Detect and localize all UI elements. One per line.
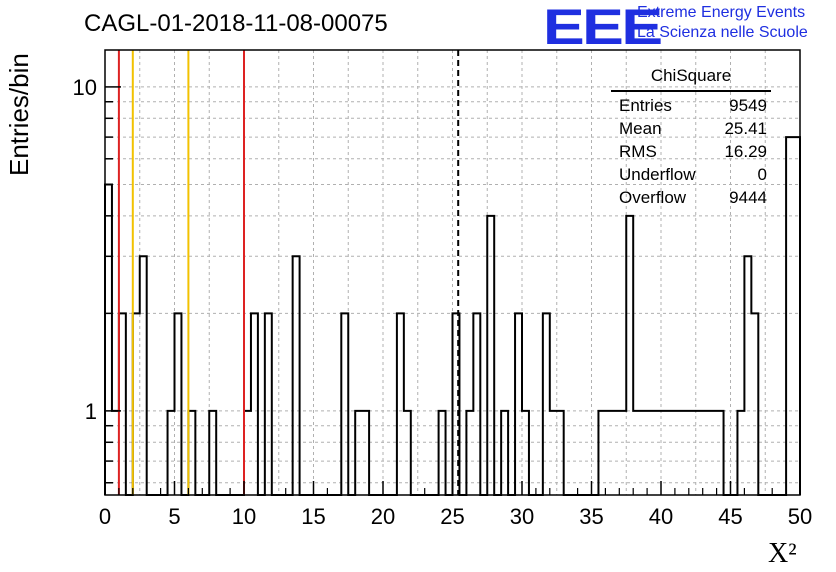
stats-value: 9549 [729,96,767,115]
stats-row-overflow: Overflow 9444 [611,186,771,209]
logo-text-line2: La Scienza nelle Scuole [637,24,808,41]
x-tick-label: 20 [371,504,395,529]
stats-label: Underflow [619,165,696,184]
y-tick-label: 1 [85,399,97,424]
x-tick-label: 0 [99,504,111,529]
stats-value: 0 [757,165,767,184]
x-tick-label: 25 [440,504,464,529]
stats-label: Mean [619,119,662,138]
x-tick-label: 10 [232,504,256,529]
axis-ticks: 0 5 10 15 20 25 30 35 40 45 50 1 10 [73,75,813,529]
grid-lines [105,50,800,495]
y-tick-label: 10 [73,75,97,100]
stats-value: 25.41 [724,119,767,138]
stats-value: 16.29 [724,142,767,161]
logo-text-line1: Extreme Energy Events [637,4,806,21]
stats-title: ChiSquare [611,66,771,92]
eee-logo: EEE [543,0,663,55]
x-tick-label: 45 [718,504,742,529]
stats-row-rms: RMS 16.29 [611,140,771,163]
x-tick-label: 35 [579,504,603,529]
x-tick-label: 15 [301,504,325,529]
x-tick-label: 5 [168,504,180,529]
reference-lines [117,50,460,495]
stats-label: Overflow [619,188,687,207]
chart-title: CAGL-01-2018-11-08-00075 [84,10,388,37]
x-tick-label: 40 [649,504,673,529]
stats-row-underflow: Underflow 0 [611,163,771,186]
x-axis-label: X² [768,538,797,569]
stats-row-entries: Entries 9549 [611,94,771,117]
stats-label: Entries [619,96,672,115]
stats-row-mean: Mean 25.41 [611,117,771,140]
x-tick-label: 50 [788,504,812,529]
stats-value: 9444 [729,188,767,207]
y-axis-label: Entries/bin [4,53,34,176]
x-tick-label: 30 [510,504,534,529]
stats-box: ChiSquare Entries 9549 Mean 25.41 RMS 16… [611,66,771,209]
stats-label: RMS [619,142,657,161]
